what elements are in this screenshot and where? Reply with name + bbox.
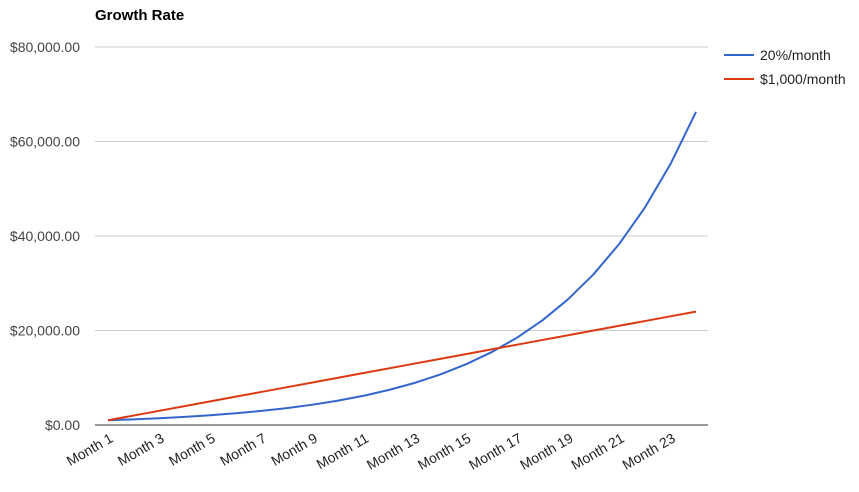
y-tick-label: $0.00 [45, 417, 80, 433]
grid-lines [95, 46, 708, 426]
y-tick-label: $60,000.00 [10, 134, 80, 150]
x-tick-label: Month 23 [619, 430, 678, 473]
y-tick-label: $40,000.00 [10, 228, 80, 244]
y-tick-label: $20,000.00 [10, 323, 80, 339]
x-tick-label: Month 7 [217, 430, 269, 469]
series-lines [107, 111, 697, 422]
x-axis-ticks: Month 1 Month 3 Month 5 Month 7 Month 9Month… [64, 430, 678, 473]
chart-title: Growth Rate [95, 7, 184, 24]
x-tick-label: Month 21 [568, 430, 627, 473]
series-line [107, 310, 697, 422]
legend: 20%/month $1,000/month [724, 47, 846, 87]
x-tick-label: Month 17 [466, 430, 525, 473]
y-axis-ticks: $0.00 $20,000.00 $40,000.00 $60,000.00 $80,0… [10, 39, 80, 433]
x-tick-label: Month 5 [166, 430, 218, 469]
legend-label: $1,000/month [760, 71, 846, 87]
x-tick-label: Month 3 [115, 430, 167, 469]
x-tick-label: Month 1 [64, 430, 116, 469]
legend-label: 20%/month [760, 47, 831, 63]
x-tick-label: Month 9 [268, 430, 320, 469]
x-tick-label: Month 19 [517, 430, 576, 473]
x-tick-label: Month 15 [415, 430, 474, 473]
x-tick-label: Month 11 [313, 430, 371, 473]
x-tick-label: Month 13 [364, 430, 423, 473]
y-tick-label: $80,000.00 [10, 39, 80, 55]
series-line [107, 111, 697, 422]
